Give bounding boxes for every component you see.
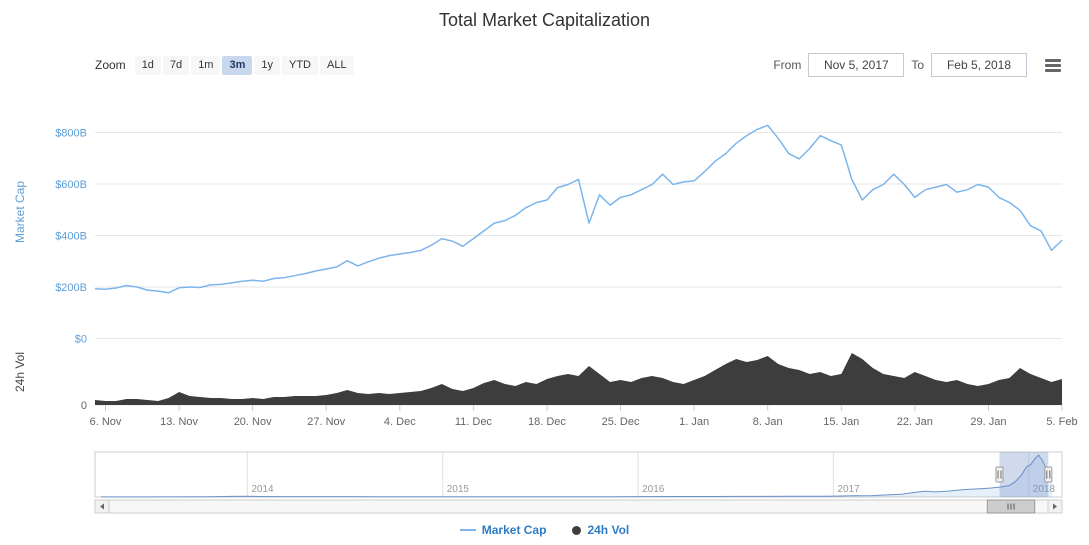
zoom-label: Zoom — [95, 58, 126, 72]
from-label: From — [773, 58, 802, 72]
y-axis-tick-label: $400B — [55, 231, 87, 243]
zoom-button-1y[interactable]: 1y — [254, 56, 280, 75]
chart-title: Total Market Capitalization — [438, 10, 651, 30]
hamburger-icon — [1045, 68, 1061, 72]
x-axis-tick-label: 22. Jan — [897, 416, 933, 428]
legend-label: Market Cap — [481, 523, 547, 537]
date-range-group: From To — [766, 53, 1061, 77]
market-cap-series — [94, 124, 1063, 294]
navigator-year-label: 2017 — [837, 484, 860, 495]
zoom-button-ytd[interactable]: YTD — [282, 56, 318, 75]
legend-dot-marker-icon — [572, 525, 582, 535]
market-cap-axis-title: Market Cap — [13, 180, 27, 244]
x-axis-tick-label: 1. Jan — [679, 416, 709, 428]
zoom-button-1m[interactable]: 1m — [191, 56, 221, 75]
legend-item-market-cap[interactable]: Market Cap — [459, 523, 547, 537]
x-axis-tick-label: 6. Nov — [90, 416, 122, 428]
x-axis-tick-label: 27. Nov — [307, 416, 345, 428]
scrollbar-track[interactable] — [108, 499, 1049, 514]
zoom-button-all[interactable]: ALL — [320, 56, 354, 75]
y-axis-tick-label: $600B — [55, 179, 87, 191]
navigator-selected-range[interactable] — [999, 452, 1049, 497]
volume-axis-tick-label: 0 — [81, 400, 87, 412]
context-menu-button[interactable] — [1045, 55, 1061, 76]
zoom-button-7d[interactable]: 7d — [162, 56, 190, 75]
legend-label: 24h Vol — [587, 523, 630, 537]
x-axis-tick-label: 8. Jan — [753, 416, 783, 428]
hamburger-icon — [1045, 58, 1061, 62]
scrollbar-left-arrow-icon — [100, 503, 104, 510]
x-axis-tick-label: 13. Nov — [160, 416, 198, 428]
legend: Market Cap 24h Vol — [0, 523, 1089, 537]
volume-series — [95, 353, 1062, 405]
from-date-input[interactable] — [808, 53, 905, 77]
x-axis-tick-label: 20. Nov — [234, 416, 272, 428]
navigator-year-label: 2015 — [447, 484, 470, 495]
volume-axis-title: 24h Vol — [13, 351, 27, 393]
x-axis-tick-label: 18. Dec — [528, 416, 566, 428]
hamburger-icon — [1045, 63, 1061, 67]
y-axis-tick-label: $800B — [55, 128, 87, 140]
navigator-series — [100, 454, 1053, 498]
navigator-year-label: 2014 — [251, 484, 274, 495]
zoom-button-1d[interactable]: 1d — [134, 56, 161, 75]
navigator-year-label: 2018 — [1033, 484, 1056, 495]
x-axis-tick-label: 25. Dec — [602, 416, 640, 428]
zoom-button-group: Zoom 1d 7d 1m 3m 1y YTD ALL — [95, 55, 355, 75]
x-axis-tick-label: 15. Jan — [823, 416, 859, 428]
zoom-buttons: 1d 7d 1m 3m 1y YTD ALL — [134, 55, 355, 75]
navigator-area — [100, 455, 1053, 497]
x-axis-tick-label: 11. Dec — [455, 416, 493, 428]
scrollbar-right-arrow-icon — [1053, 503, 1057, 510]
to-label: To — [911, 58, 924, 72]
navigator-handle-right[interactable] — [1044, 466, 1053, 483]
navigator-outline — [94, 451, 1063, 498]
plot-area[interactable] — [95, 95, 1062, 405]
x-axis-tick-label: 29. Jan — [970, 416, 1006, 428]
to-date-input[interactable] — [931, 53, 1027, 77]
x-axis-tick-label: 4. Dec — [384, 416, 416, 428]
y-axis-tick-label: $200B — [55, 282, 87, 294]
x-axis-tick-label: 5. Feb — [1046, 416, 1077, 428]
y-axis-tick-label: $0 — [75, 334, 87, 346]
navigator-year-label: 2016 — [642, 484, 665, 495]
legend-item-24h-vol[interactable]: 24h Vol — [572, 523, 629, 537]
zoom-button-3m[interactable]: 3m — [222, 56, 253, 75]
navigator-handle-left[interactable] — [995, 466, 1004, 483]
legend-line-marker-icon — [459, 529, 476, 531]
